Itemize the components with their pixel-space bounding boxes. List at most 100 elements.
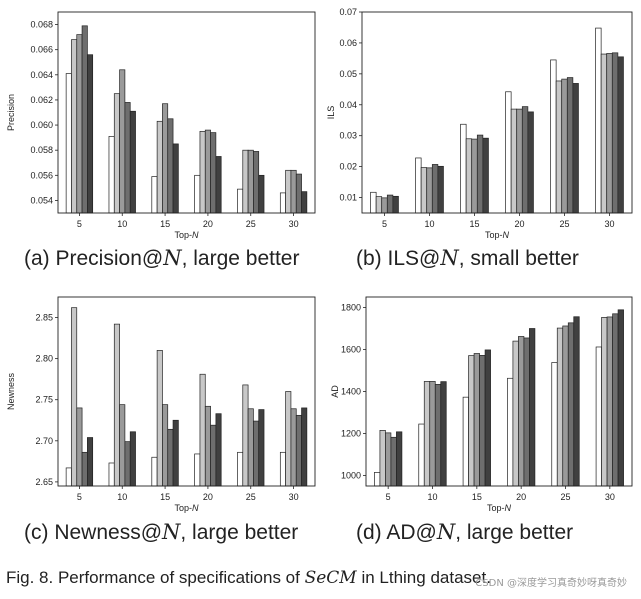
- yaxis-label-d: AD: [330, 385, 340, 398]
- bar-a-s3-10: [119, 69, 126, 214]
- bar-b-s3-5: [381, 197, 388, 214]
- bar-a-s5-30: [301, 191, 308, 214]
- bar-c-s5-25: [258, 409, 265, 487]
- bar-a-s2-30: [285, 169, 292, 214]
- bar-b-s3-20: [516, 108, 523, 214]
- xtick-label-d: 10: [427, 492, 437, 502]
- bar-a-s1-5: [65, 73, 72, 214]
- ytick-label-b: 0.04: [339, 100, 357, 110]
- xtick-label-a: 15: [160, 219, 170, 229]
- bar-d-s3-10: [429, 381, 436, 487]
- ytick-label-a: 0.068: [30, 20, 53, 30]
- figure-caption-method: SeCM: [304, 568, 357, 588]
- bar-b-s3-15: [471, 138, 478, 214]
- bar-c-s1-10: [108, 462, 115, 487]
- bar-c-s1-25: [237, 451, 244, 487]
- ytick-label-a: 0.066: [30, 45, 53, 55]
- xtick-label-d: 30: [605, 492, 615, 502]
- bar-b-s1-20: [505, 91, 512, 214]
- ad-chart: 1000 1200 1400 1600 1800 5 10 15 20 25 30 Top-N AD: [330, 296, 633, 513]
- bar-b-s5-5: [392, 195, 399, 214]
- plot-frame-d: [365, 296, 633, 487]
- figure-caption-prefix: Fig. 8. Performance of specifications of: [6, 568, 305, 587]
- bar-d-s4-10: [434, 384, 442, 487]
- ytick-label-d: 1200: [341, 429, 361, 439]
- xaxis-label-var-c: N: [192, 503, 199, 513]
- xaxis-label-prefix-c: Top-: [174, 503, 192, 513]
- ytick-label-b: 0.03: [339, 131, 357, 141]
- plot-frame-c: [57, 296, 316, 487]
- ils-chart: 0.01 0.02 0.03 0.04 0.05 0.06 0.07 5 10 15 20 25 30 T…: [326, 7, 633, 240]
- xtick-label-c: 25: [246, 492, 256, 502]
- plot-frame-b: [361, 11, 633, 214]
- ytick-label-b: 0.05: [339, 69, 357, 79]
- ytick-label-b: 0.01: [339, 193, 357, 203]
- bar-a-s5-15: [172, 143, 179, 214]
- bar-d-s3-20: [518, 336, 525, 487]
- bar-b-s2-25: [555, 80, 563, 214]
- xtick-label-a: 30: [289, 219, 299, 229]
- xtick-label-c: 5: [77, 492, 82, 502]
- bar-c-s2-30: [285, 391, 292, 487]
- bar-a-s4-5: [81, 25, 88, 214]
- bar-b-s5-20: [527, 111, 534, 214]
- bar-d-s5-5: [396, 431, 403, 487]
- precision-chart: 0.054 0.056 0.058 0.060 0.062 0.064 0.066 0.068…: [6, 11, 316, 240]
- watermark: CSDN @深度学习真奇妙呀真奇妙: [475, 578, 627, 589]
- caption-newness-suffix: , large better: [180, 521, 299, 544]
- ytick-label-a: 0.062: [30, 95, 53, 105]
- bar-b-s3-25: [561, 78, 568, 214]
- ytick-label-d: 1600: [341, 345, 361, 355]
- bar-c-s4-20: [210, 424, 217, 487]
- bar-b-s1-30: [595, 27, 602, 214]
- bar-d-s2-30: [601, 317, 608, 487]
- bar-a-s2-10: [113, 93, 120, 214]
- caption-ils-prefix: (b) ILS@: [356, 247, 441, 270]
- ytick-label-d: 1000: [341, 471, 361, 481]
- bar-d-s4-5: [390, 436, 397, 487]
- xtick-label-c: 30: [289, 492, 299, 502]
- bar-d-s1-5: [374, 472, 381, 487]
- bar-a-s4-30: [295, 173, 302, 214]
- xtick-label-a: 10: [117, 219, 127, 229]
- xtick-label-c: 15: [160, 492, 170, 502]
- bar-c-s3-20: [204, 405, 211, 487]
- bar-b-s3-30: [606, 53, 613, 214]
- bar-b-s3-10: [426, 167, 433, 214]
- bar-d-s2-10: [423, 381, 431, 487]
- ytick-label-d: 1800: [341, 303, 361, 313]
- bar-b-s4-10: [431, 164, 439, 214]
- xtick-label-d: 5: [386, 492, 391, 502]
- bar-c-s1-5: [65, 467, 72, 487]
- bar-b-s4-20: [521, 106, 529, 214]
- bar-c-s5-5: [87, 437, 94, 487]
- bar-c-s3-30: [290, 408, 297, 487]
- bar-c-s2-25: [242, 384, 249, 487]
- bar-c-s2-5: [71, 307, 78, 487]
- bar-c-s5-30: [301, 407, 308, 487]
- caption-ad-var: N: [436, 520, 456, 544]
- bar-c-s4-10: [124, 441, 131, 487]
- bar-b-s2-5: [375, 196, 383, 214]
- bar-c-s3-25: [247, 408, 254, 487]
- bar-c-s3-15: [162, 404, 169, 487]
- ytick-label-c: 2.65: [35, 477, 53, 487]
- bar-a-s5-5: [87, 54, 94, 214]
- bar-b-s2-20: [510, 108, 518, 214]
- caption-ad-prefix: (d) AD@: [356, 521, 437, 544]
- bar-b-s2-10: [420, 167, 428, 214]
- caption-precision-prefix: (a) Precision@: [24, 247, 164, 270]
- bar-b-s1-15: [460, 123, 467, 214]
- bar-b-s4-5: [386, 194, 394, 214]
- bar-c-s4-15: [167, 428, 174, 487]
- ytick-label-d: 1400: [341, 387, 361, 397]
- bar-d-s4-15: [479, 355, 486, 487]
- chart-panel-ils: 0.01 0.02 0.03 0.04 0.05 0.06 0.07 5 10 15 20 25 30 T…: [326, 0, 641, 250]
- xtick-label-b: 25: [559, 219, 569, 229]
- bar-d-s5-25: [573, 316, 580, 487]
- bar-d-s1-25: [551, 362, 558, 487]
- bar-d-s5-15: [484, 349, 491, 487]
- bar-c-s1-20: [194, 453, 201, 487]
- xtick-label-d: 15: [472, 492, 482, 502]
- ytick-label-b: 0.07: [339, 7, 357, 17]
